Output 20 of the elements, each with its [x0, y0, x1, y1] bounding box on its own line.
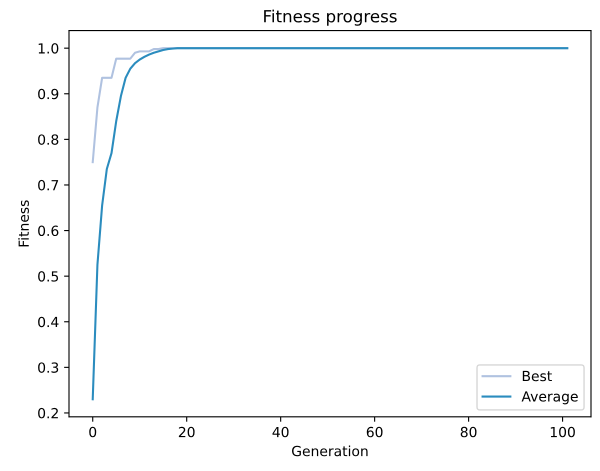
- x-tick-label: 80: [460, 426, 477, 438]
- x-tick-label: 60: [366, 426, 383, 438]
- x-tick-label: 40: [272, 426, 289, 438]
- chart-title: Fitness progress: [264, 10, 397, 26]
- x-axis-title: Generation: [292, 446, 368, 456]
- y-tick-label: 0.9: [38, 88, 58, 100]
- x-tick-label: 20: [178, 426, 195, 438]
- y-tick-label: 0.3: [38, 362, 58, 373]
- y-tick-label: 0.8: [38, 134, 58, 145]
- y-tick-label: 0.4: [38, 316, 58, 328]
- y-axis-title: Fitness: [18, 200, 29, 246]
- y-tick-label: 1.0: [38, 43, 58, 54]
- legend-label: Best: [522, 370, 552, 382]
- y-tick-label: 0.7: [38, 180, 58, 190]
- y-tick-label: 0.2: [38, 408, 58, 418]
- y-tick-label: 0.6: [38, 226, 58, 236]
- y-tick-label: 0.5: [38, 271, 58, 282]
- legend-label: Average: [522, 391, 578, 404]
- x-tick-label: 0: [89, 426, 96, 438]
- x-tick-label: 100: [550, 426, 575, 438]
